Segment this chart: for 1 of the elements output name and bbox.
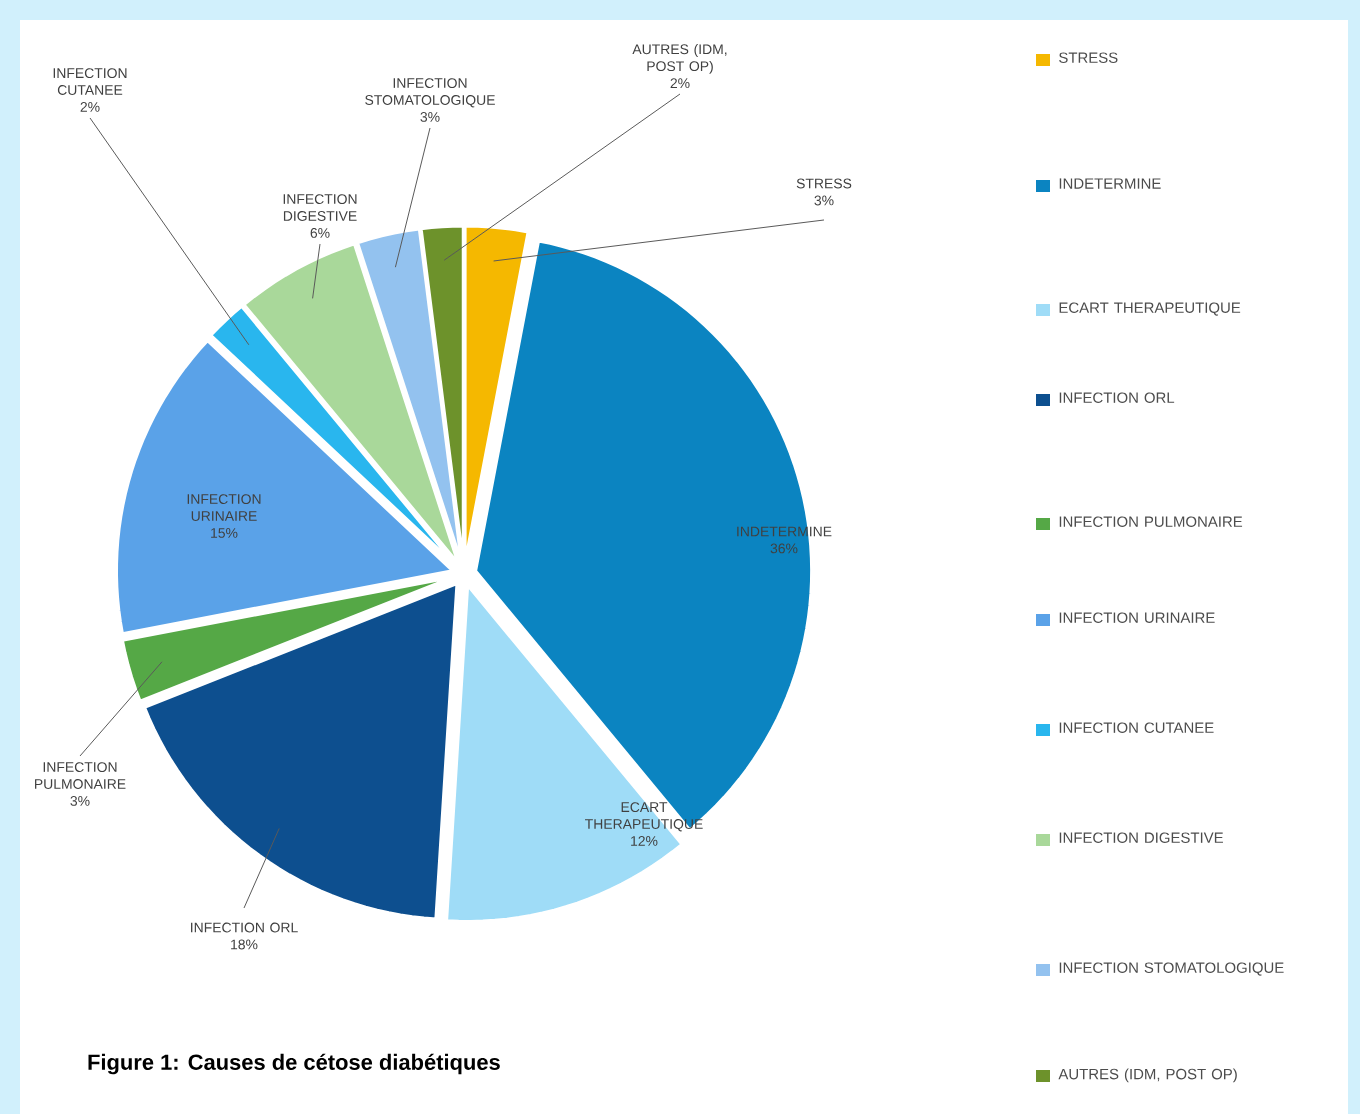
text: Figure 1: Causes de cétose diabétiques [88,1053,500,1075]
